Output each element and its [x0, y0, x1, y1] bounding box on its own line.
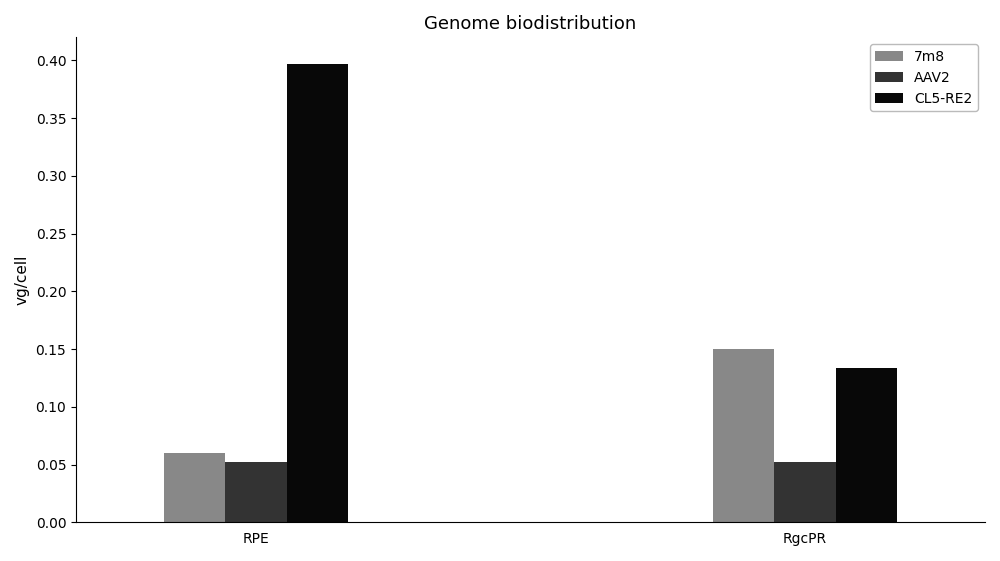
Bar — [836, 367, 897, 522]
Bar — [287, 64, 348, 522]
Bar — [713, 349, 774, 522]
Bar — [225, 462, 287, 522]
Title: Genome biodistribution: Genome biodistribution — [424, 15, 637, 33]
Legend: 7m8, AAV2, CL5-RE2: 7m8, AAV2, CL5-RE2 — [870, 44, 978, 111]
Bar — [164, 453, 225, 522]
Y-axis label: vg/cell: vg/cell — [15, 255, 30, 305]
Bar — [774, 462, 836, 522]
